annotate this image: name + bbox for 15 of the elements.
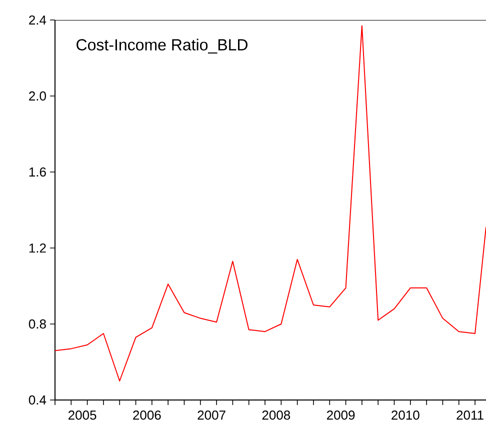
y-tick-label: 0.8: [28, 319, 46, 329]
x-tick-label: 2009: [326, 410, 355, 420]
y-tick-label: 1.2: [29, 243, 46, 253]
y-tick-label: 1.6: [29, 167, 46, 177]
y-tick-label: 2.4: [29, 15, 46, 25]
line-series: [55, 25, 486, 382]
y-tick-label: 2.0: [29, 91, 46, 101]
x-tick-label: 2008: [262, 410, 290, 420]
x-tick-label: 2005: [68, 410, 96, 420]
x-tick-label: 2006: [133, 410, 161, 420]
x-tick-label: 2007: [198, 410, 226, 420]
text: Cost-Income Ratio_BLD: [76, 38, 248, 54]
x-tick-label: 2011: [456, 410, 484, 420]
x-tick-label: 2010: [392, 410, 420, 420]
y-tick-label: 0.4: [28, 395, 46, 405]
